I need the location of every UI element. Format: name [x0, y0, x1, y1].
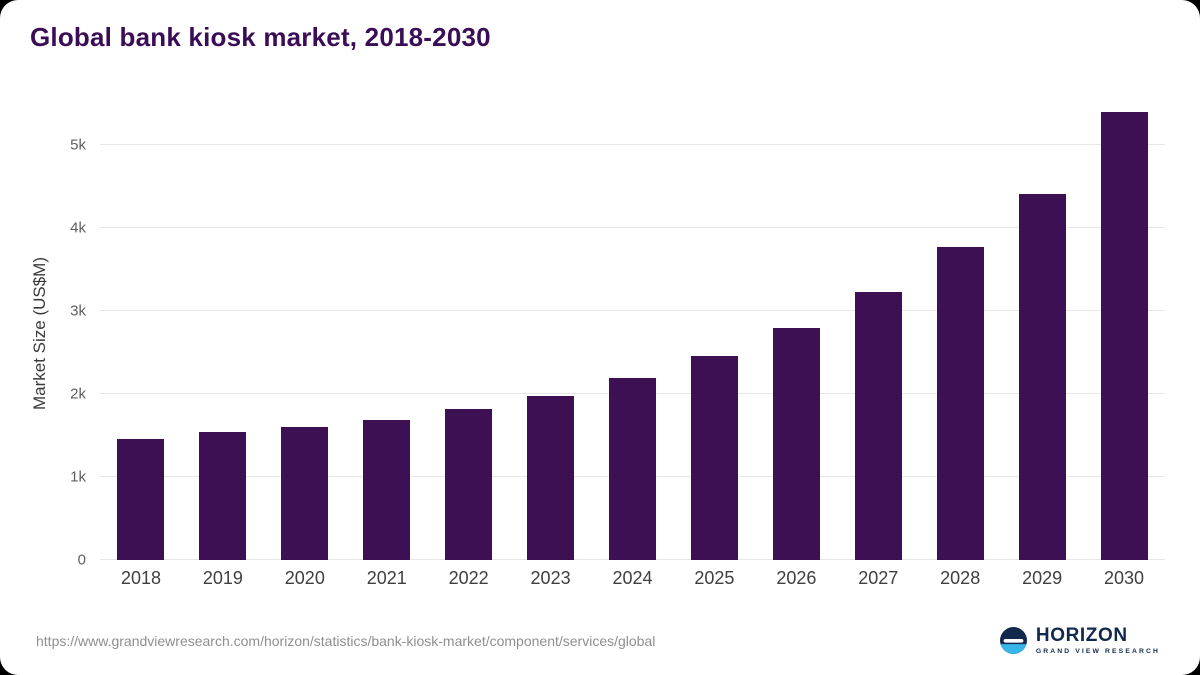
y-axis-label: Market Size (US$M)	[30, 257, 49, 411]
bar-2027	[854, 292, 902, 560]
x-tick-label-2030: 2030	[1104, 568, 1145, 588]
bar-slot-2029	[1001, 108, 1083, 560]
bar-slot-2020	[264, 108, 346, 560]
gridline	[100, 227, 1165, 229]
bar-slot-2028	[919, 108, 1001, 560]
x-tick-label-2025: 2025	[694, 568, 735, 588]
x-tick-label-2020: 2020	[284, 568, 325, 588]
gridline	[100, 310, 1165, 312]
bar-2030	[1100, 112, 1148, 560]
x-axis-labels: 2018 2019 2020 2021 2022 2023 2024 2025 2026 2027…	[100, 568, 1165, 589]
y-tick-label: 2k	[70, 385, 86, 403]
bar-2020	[281, 427, 329, 560]
plot-area: 0 1k 2k 3k 4k 5k	[70, 108, 1165, 569]
x-tick-label-2022: 2022	[448, 568, 489, 588]
bar-2023	[527, 395, 575, 560]
logo-text: HORIZON GRAND VIEW RESEARCH	[1035, 624, 1160, 655]
chart-title: Global bank kiosk market, 2018-2030	[30, 22, 491, 52]
bar-slot-2024	[592, 108, 674, 560]
y-tick-label: 4k	[70, 219, 86, 237]
bar-slot-2022	[428, 108, 510, 560]
x-tick-label-2024: 2024	[612, 568, 653, 588]
bar-2024	[608, 378, 656, 560]
bar-slot-2026	[755, 108, 837, 560]
brand-logo: HORIZON GRAND VIEW RESEARCH	[999, 624, 1160, 655]
gridline	[100, 144, 1165, 146]
bar-slot-2021	[346, 108, 428, 560]
source-url: https://www.grandviewresearch.com/horizo…	[36, 633, 656, 649]
y-axis-label-wrap: Market Size (US$M)	[30, 108, 50, 560]
x-tick-label-2023: 2023	[530, 568, 571, 588]
bar-2028	[936, 246, 984, 560]
x-tick-label-2028: 2028	[940, 568, 981, 588]
bar-2025	[690, 355, 738, 560]
logo-subtitle: GRAND VIEW RESEARCH	[1035, 647, 1160, 655]
bar-2021	[363, 419, 411, 560]
x-tick-label-2026: 2026	[776, 568, 817, 588]
y-tick-label: 0	[77, 551, 86, 569]
bar-slot-2023	[510, 108, 592, 560]
x-tick-label-2027: 2027	[858, 568, 899, 588]
bar-slot-2019	[182, 108, 264, 560]
bar-slot-2030	[1083, 108, 1165, 560]
y-tick-label: 3k	[70, 302, 86, 320]
bar-2029	[1018, 194, 1066, 560]
logo-name: HORIZON	[1035, 624, 1128, 646]
bars-container	[100, 108, 1165, 560]
bar-2019	[199, 432, 247, 560]
x-tick-label-2021: 2021	[366, 568, 407, 588]
bar-2026	[772, 327, 820, 560]
horizon-circle-icon	[999, 626, 1027, 654]
x-tick-label-2029: 2029	[1022, 568, 1063, 588]
bar-2018	[117, 438, 165, 560]
x-tick-label-2019: 2019	[202, 568, 243, 588]
y-tick-label: 5k	[70, 136, 86, 154]
bar-slot-2027	[837, 108, 919, 560]
bar-slot-2025	[673, 108, 755, 560]
y-tick-label: 1k	[70, 468, 86, 486]
bar-slot-2018	[100, 108, 182, 560]
bar-2022	[445, 409, 493, 560]
x-tick-label-2018: 2018	[120, 568, 161, 588]
